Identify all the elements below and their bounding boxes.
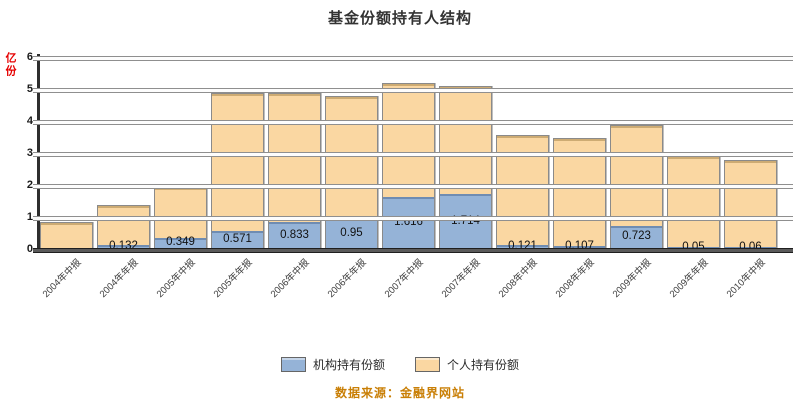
individual-holding-segment: [725, 160, 776, 247]
institutional-holding-segment: [98, 244, 149, 249]
y-axis-unit-label: 亿份: [4, 52, 16, 78]
legend-item: 机构持有份额: [280, 356, 385, 373]
individual-holding-segment: [212, 93, 263, 231]
institutional-holding-segment: [611, 225, 662, 249]
individual-holding-segment: [668, 157, 719, 247]
stacked-bar: [40, 222, 93, 250]
y-axis-tick-label: 1: [26, 211, 33, 223]
institutional-value-label: 0.349: [166, 236, 195, 249]
y-axis-tick-label: 6: [26, 51, 33, 63]
stacked-bar: [325, 96, 378, 250]
individual-holding-segment: [98, 206, 149, 245]
legend-swatch: [280, 357, 306, 372]
individual-holding-segment: [611, 126, 662, 226]
stacked-bar: [97, 205, 150, 250]
y-axis-tick-label: 2: [26, 179, 33, 191]
institutional-value-label: 0.833: [280, 228, 309, 241]
chart-title: 基金份额持有人结构: [327, 10, 472, 27]
gridline: [33, 151, 793, 157]
institutional-holding-segment: [440, 194, 491, 249]
institutional-holding-segment: [383, 197, 434, 249]
legend-label: 机构持有份额: [312, 358, 385, 372]
x-axis-baseline: [33, 247, 793, 253]
institutional-value-label: 0.95: [340, 226, 363, 239]
individual-holding-segment: [554, 139, 605, 246]
individual-holding-segment: [326, 97, 377, 219]
individual-holding-segment: [383, 83, 434, 198]
stacked-bar: [667, 156, 720, 250]
gridline: [33, 87, 793, 93]
individual-holding-segment: [269, 94, 320, 223]
institutional-holding-segment: [155, 237, 206, 249]
gridline: [33, 119, 793, 125]
watermark-caption: 数据来源：金融界网站: [334, 386, 465, 400]
individual-holding-segment: [440, 87, 491, 195]
stacked-bar: [724, 159, 777, 250]
legend-swatch: [415, 357, 440, 372]
stacked-bar: [439, 86, 492, 250]
y-axis-tick-label: 4: [26, 115, 33, 127]
stacked-bar: [211, 92, 264, 250]
institutional-value-label: 0.571: [223, 232, 252, 245]
legend-label: 个人持有份额: [447, 358, 520, 372]
gridline: [33, 183, 793, 189]
stacked-bar: [268, 93, 321, 250]
y-axis-tick-label: 5: [26, 83, 33, 95]
institutional-holding-segment: [212, 230, 263, 249]
gridline: [33, 215, 793, 221]
institutional-holding-segment: [269, 222, 320, 249]
stacked-bar: [553, 138, 606, 250]
institutional-holding-segment: [554, 245, 605, 249]
stacked-bar: [154, 186, 207, 250]
institutional-value-label: 0.723: [622, 230, 651, 243]
stacked-bar: [610, 125, 663, 250]
gridline: [33, 55, 793, 61]
legend-item: 个人持有份额: [415, 356, 519, 373]
individual-holding-segment: [41, 223, 92, 249]
y-axis-tick-label: 3: [26, 147, 33, 159]
legend: 机构持有份额 个人持有份额: [0, 356, 800, 373]
institutional-holding-segment: [497, 245, 548, 249]
individual-holding-segment: [155, 187, 206, 238]
stacked-bar: [382, 82, 435, 250]
y-axis-tick-label: 0: [26, 243, 33, 255]
institutional-holding-segment: [326, 218, 377, 249]
